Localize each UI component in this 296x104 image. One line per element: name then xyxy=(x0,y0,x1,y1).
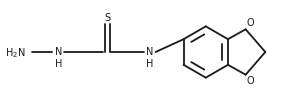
Text: N: N xyxy=(146,47,153,57)
Text: O: O xyxy=(247,18,254,28)
Text: O: O xyxy=(247,76,254,86)
Text: H: H xyxy=(54,59,62,69)
Text: H: H xyxy=(146,59,153,69)
Text: H$_2$N: H$_2$N xyxy=(5,46,26,60)
Text: N: N xyxy=(54,47,62,57)
Text: S: S xyxy=(104,13,110,23)
